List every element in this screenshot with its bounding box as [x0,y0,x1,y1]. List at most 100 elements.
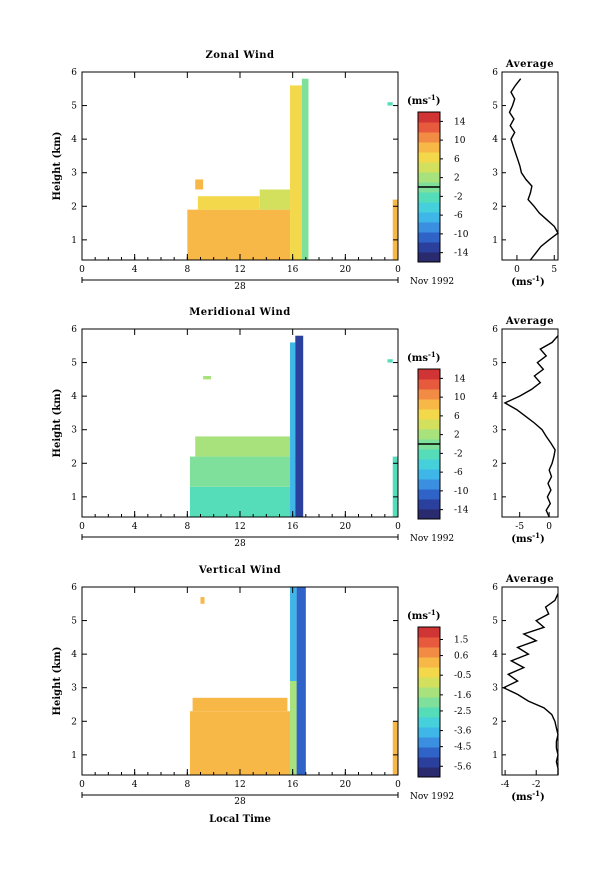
data-cell-7 [392,721,398,775]
data-cell-8 [387,359,393,363]
colorbar-swatch [418,667,440,678]
colorbar-swatch [418,212,440,223]
data-cell-5 [296,587,306,775]
data-cell-6 [195,179,204,190]
colorbar-swatch [418,449,440,460]
data-cell-6 [200,597,205,604]
colorbar-swatch [418,142,440,153]
average-x-tick-label: 0 [546,522,552,532]
x-tick-label: 0 [79,780,85,790]
data-cell-2 [189,456,291,487]
y-axis-label: Height (km) [52,132,63,201]
colorbar-tick-label: -1.6 [454,691,472,701]
colorbar-swatch [418,697,440,708]
colorbar-tick-label: 1.5 [454,636,469,646]
data-cell-3 [259,189,291,210]
x-tick-label: 0 [79,522,85,532]
x-tick-label: 20 [340,780,352,790]
average-y-tick-label: 1 [492,751,498,761]
colorbar-swatch [418,647,440,658]
average-y-tick-label: 4 [492,392,498,402]
colorbar-frame [417,626,441,778]
average-y-tick-label: 6 [492,583,498,593]
average-x-tick-label: 0 [514,265,520,275]
colorbar-swatch [418,499,440,510]
y-tick-label: 2 [71,459,77,469]
colorbar-swatch [418,419,440,430]
colorbar-swatch [418,112,440,123]
average-profile-line [501,593,559,775]
average-frame [501,586,559,776]
average-y-tick-label: 2 [492,202,498,212]
y-tick-label: 3 [71,426,77,436]
colorbar-tick-label: 14 [454,374,466,384]
y-tick-label: 4 [71,135,77,145]
y-tick-label: 3 [71,684,77,694]
colorbar-tick-label: -0.5 [454,671,472,681]
colorbar-swatch [418,469,440,480]
x-tick-label: 0 [79,265,85,275]
colorbar-swatch [418,657,440,668]
colorbar-tick-label: -2 [454,192,463,202]
average-x-tick-label: -2 [532,780,541,790]
x-tick-label: 0 [395,265,401,275]
colorbar-unit-label: (ms-1) [407,350,440,364]
panel-title: Meridional Wind [189,307,291,318]
average-unit-label: (ms-1) [511,531,544,545]
data-cell-5 [301,78,309,260]
colorbar-swatch [418,369,440,380]
x-tick-label: 4 [132,265,138,275]
colorbar-swatch [418,747,440,758]
average-frame [501,328,559,518]
average-y-tick-label: 3 [492,684,498,694]
colorbar-swatch [418,737,440,748]
colorbar-swatch [418,479,440,490]
average-x-tick-label: 5 [551,265,557,275]
colorbar-swatch [418,132,440,143]
colorbar-tick-label: 0.6 [454,652,469,662]
colorbar-swatch [418,242,440,253]
y-axis-label: Height (km) [52,647,63,716]
data-cell-1 [189,711,291,775]
average-y-tick-label: 3 [492,426,498,436]
x-tick-label: 4 [132,522,138,532]
date-label: Nov 1992 [410,792,454,802]
colorbar-tick-label: -10 [454,230,469,240]
data-cell-3 [195,436,291,457]
colorbar-tick-label: -6 [454,468,463,478]
x-axis-label: Local Time [209,814,271,825]
colorbar-tick-label: -5.6 [454,762,472,772]
average-x-tick-label: -5 [515,522,524,532]
average-y-tick-label: 4 [492,135,498,145]
data-cell-1 [187,209,291,260]
colorbar-tick-label: -2 [454,449,463,459]
colorbar-swatch [418,409,440,420]
x-tick-label: 16 [287,265,299,275]
colorbar-tick-label: -14 [454,249,469,259]
y-axis-label: Height (km) [52,389,63,458]
average-y-tick-label: 6 [492,325,498,335]
x-tick-label: 16 [287,780,299,790]
y-tick-label: 1 [71,493,77,503]
y-tick-label: 1 [71,751,77,761]
y-tick-label: 1 [71,236,77,246]
average-y-tick-label: 6 [492,68,498,78]
x-tick-label: 4 [132,780,138,790]
data-cell-4 [290,85,302,260]
day-label: 28 [234,797,246,807]
data-cell-6 [203,376,212,380]
data-cell-4 [290,342,296,517]
x-tick-label: 12 [234,265,245,275]
colorbar-swatch [418,192,440,203]
colorbar-tick-label: 6 [454,412,460,422]
average-y-tick-label: 3 [492,169,498,179]
colorbar-tick-label: 14 [454,117,466,127]
average-x-tick-label: -4 [501,780,510,790]
colorbar-swatch [418,767,440,778]
colorbar-swatch [418,757,440,768]
data-cell-5 [295,335,304,517]
colorbar-tick-label: -3.6 [454,727,472,737]
